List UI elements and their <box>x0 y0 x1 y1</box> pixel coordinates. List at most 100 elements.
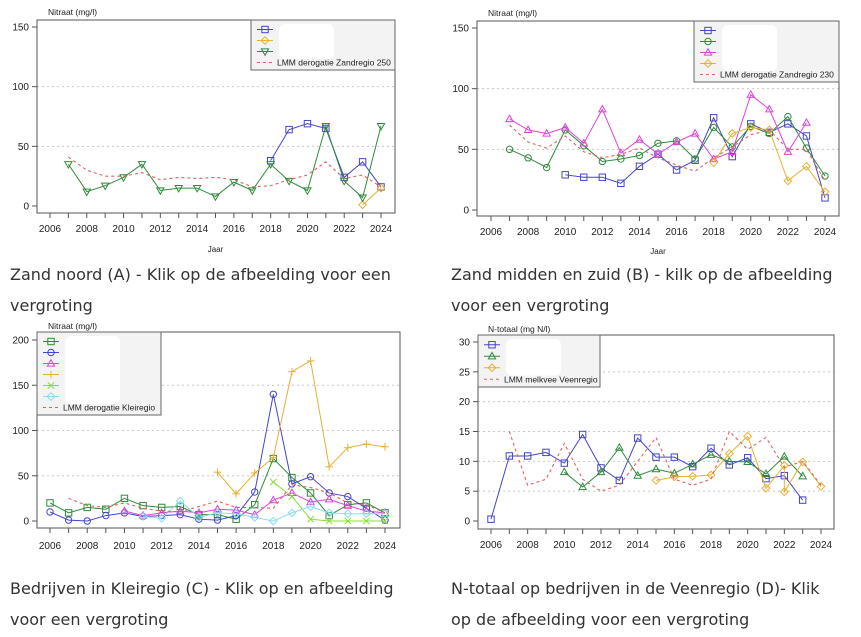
chart-panel-kleiregio[interactable]: 0 50 100 150 200 2006 2008 2010 2012 2014 2016 2018… <box>0 320 430 570</box>
data-point <box>816 481 826 491</box>
data-point <box>783 176 793 186</box>
y-tick-label: 25 <box>459 367 471 378</box>
x-tick-label: 2006 <box>39 224 62 235</box>
caption-zand-noord[interactable]: Zand noord (A) - Klik op de afbeelding v… <box>10 259 430 321</box>
caption-zand-midden-zuid[interactable]: Zand midden en zuid (B) - kilk op de afb… <box>451 259 861 321</box>
chart-panel-veenregio[interactable]: 0 5 10 15 20 25 30 2006 2008 2010 2012 2014 2016 2018… <box>430 320 861 570</box>
series-line <box>490 433 804 520</box>
data-point <box>651 475 661 485</box>
data-point <box>542 448 550 457</box>
x-tick-label: 2008 <box>517 540 540 551</box>
data-point <box>542 128 552 137</box>
data-point <box>213 468 222 476</box>
data-point <box>727 129 737 139</box>
series-station-3 <box>63 122 386 203</box>
legend-redacted-area <box>506 339 561 376</box>
y-tick-label: 0 <box>463 206 469 217</box>
data-point <box>706 449 716 458</box>
x-tick-label: 2006 <box>480 540 503 551</box>
series-station-4 <box>709 122 830 197</box>
caption-line: voor een vergroting <box>451 296 610 315</box>
series-lmm-derogatie-zandregio-250 <box>68 156 382 188</box>
data-point <box>324 494 334 503</box>
data-point <box>688 471 698 481</box>
data-point <box>691 155 699 163</box>
data-point <box>250 512 260 522</box>
series-station-2 <box>358 183 386 210</box>
data-point <box>727 146 737 155</box>
data-point <box>523 125 533 134</box>
chart-veenregio[interactable]: 0 5 10 15 20 25 30 2006 2008 2010 2012 2014 2016 2018… <box>430 320 861 570</box>
x-tick-label: 2018 <box>260 224 283 235</box>
caption-kleiregio[interactable]: Bedrijven in Kleiregio (C) - Klik op en … <box>10 573 430 635</box>
data-point <box>268 516 278 526</box>
series-station-1 <box>561 114 829 202</box>
legend-marker <box>703 47 713 56</box>
data-point <box>362 517 370 525</box>
caption-line: Zand midden en zuid (B) - kilk op de afb… <box>451 265 833 284</box>
chart-zand-midden-zuid[interactable]: 0 50 100 150 2006 2008 2010 2012 2014 2016 2018 202… <box>430 0 861 256</box>
data-point <box>102 511 110 520</box>
data-point <box>798 457 808 467</box>
data-point <box>743 454 752 462</box>
data-point <box>672 137 682 146</box>
data-point <box>578 482 588 491</box>
data-point <box>690 128 700 137</box>
data-point <box>287 508 297 518</box>
series-line <box>509 115 826 177</box>
legend-marker <box>704 37 712 46</box>
data-point <box>137 161 147 170</box>
caption-veenregio[interactable]: N-totaal op bedrijven in de Veenregio (D… <box>451 573 861 635</box>
legend-marker <box>487 351 497 360</box>
chart-zand-noord[interactable]: 0 50 100 150 2006 2008 2010 2012 2014 2016 2018 202… <box>0 0 430 255</box>
caption-line: Bedrijven in Kleiregio (C) - Klik op en … <box>10 579 394 598</box>
data-point <box>597 104 607 113</box>
series-station-3 <box>505 89 811 163</box>
data-point <box>779 461 789 471</box>
series-line <box>509 93 807 160</box>
data-point <box>194 508 204 516</box>
data-point <box>284 177 294 186</box>
legend-marker <box>488 341 496 349</box>
legend-redacted-area <box>722 25 777 71</box>
data-point <box>194 512 204 522</box>
series-station-1 <box>487 430 807 523</box>
caption-line: Zand noord (A) - Klik op de afbeelding v… <box>10 265 391 284</box>
data-point <box>651 464 661 473</box>
chart-panel-zand-midden-zuid[interactable]: 0 50 100 150 2006 2008 2010 2012 2014 2016 2018 202… <box>430 0 861 256</box>
x-tick-label: 2018 <box>700 540 723 551</box>
data-point <box>635 162 644 171</box>
legend-label: LMM derogatie Kleiregio <box>63 403 155 413</box>
data-point <box>746 122 756 133</box>
x-tick-label: 2010 <box>112 224 135 235</box>
x-tick-label: 2014 <box>188 541 211 552</box>
y-tick-label: 150 <box>12 23 29 34</box>
data-point <box>138 511 148 521</box>
data-point <box>119 174 129 183</box>
y-tick-label: 10 <box>459 457 471 468</box>
legend-marker <box>704 26 712 35</box>
data-point <box>229 179 239 187</box>
legend-label: LMM derogatie Zandregio 230 <box>720 70 834 80</box>
data-point <box>46 508 54 516</box>
chart-panel-zand-noord[interactable]: 0 50 100 150 2006 2008 2010 2012 2014 2016 2018 202… <box>0 0 430 255</box>
data-point <box>614 442 624 451</box>
legend-marker <box>487 363 497 373</box>
data-point <box>653 149 663 158</box>
data-point <box>247 187 257 196</box>
y-tick-label: 100 <box>452 84 469 95</box>
data-point <box>157 513 167 523</box>
legend-marker <box>703 58 713 69</box>
data-point <box>302 187 312 196</box>
series-lmm-derogatie-zandregio-230 <box>509 124 826 182</box>
y-tick-label: 5 <box>464 487 470 498</box>
x-tick-label: 2022 <box>333 224 356 235</box>
x-axis-title: Jaar <box>650 247 666 256</box>
data-point <box>325 462 333 471</box>
chart-legend: LMM derogatie Zandregio 230 <box>693 20 840 83</box>
series-station-2 <box>505 112 829 180</box>
data-point <box>821 172 829 180</box>
y-tick-label: 0 <box>464 517 470 528</box>
data-point <box>287 488 297 497</box>
chart-kleiregio[interactable]: 0 50 100 150 200 2006 2008 2010 2012 2014 2016 2018… <box>0 320 430 570</box>
